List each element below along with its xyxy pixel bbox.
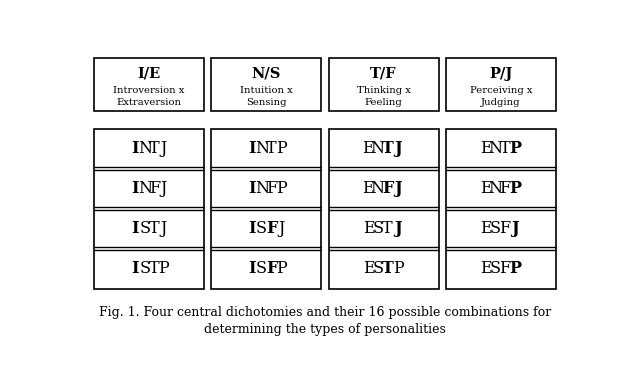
Text: J: J <box>394 180 402 197</box>
Text: J: J <box>160 180 167 197</box>
Text: P: P <box>276 180 287 197</box>
Text: T: T <box>149 140 160 157</box>
Text: E: E <box>481 260 492 277</box>
Bar <box>211 58 321 111</box>
Text: T: T <box>500 140 510 157</box>
Text: Introversion x
Extraversion: Introversion x Extraversion <box>113 86 184 107</box>
Text: P: P <box>158 260 169 277</box>
Text: I: I <box>131 220 139 237</box>
Text: N/S: N/S <box>252 67 281 81</box>
Text: S: S <box>373 260 384 277</box>
Text: J: J <box>278 220 285 237</box>
Text: F: F <box>382 180 393 197</box>
Text: N: N <box>370 140 384 157</box>
Bar <box>446 58 556 111</box>
Text: I: I <box>249 180 256 197</box>
Text: N: N <box>488 140 503 157</box>
Text: Thinking x
Feeling: Thinking x Feeling <box>357 86 411 107</box>
Text: T: T <box>266 140 277 157</box>
Bar <box>446 129 556 288</box>
Text: Perceiving x
Judging: Perceiving x Judging <box>470 86 532 107</box>
Text: T: T <box>382 260 394 277</box>
Text: J: J <box>394 220 401 237</box>
Text: F: F <box>266 220 277 237</box>
Text: E: E <box>481 180 492 197</box>
Text: N: N <box>138 180 152 197</box>
Text: T: T <box>149 260 160 277</box>
Text: Fig. 1. Four central dichotomies and their 16 possible combinations for: Fig. 1. Four central dichotomies and the… <box>99 306 551 319</box>
Text: determining the types of personalities: determining the types of personalities <box>204 323 446 336</box>
Text: F: F <box>266 260 277 277</box>
Text: J: J <box>160 140 167 157</box>
Text: I: I <box>248 220 256 237</box>
Text: N: N <box>370 180 384 197</box>
Text: T/F: T/F <box>370 67 397 81</box>
Text: I: I <box>248 260 256 277</box>
Text: E: E <box>481 220 492 237</box>
Text: I: I <box>249 140 256 157</box>
Text: I: I <box>131 180 139 197</box>
Text: N: N <box>256 140 269 157</box>
Text: S: S <box>139 260 150 277</box>
Text: E: E <box>362 180 374 197</box>
Text: S: S <box>256 260 267 277</box>
Text: N: N <box>256 180 269 197</box>
Text: P: P <box>393 260 404 277</box>
Text: F: F <box>149 180 160 197</box>
Text: E: E <box>481 140 492 157</box>
Text: T: T <box>382 140 393 157</box>
Text: S: S <box>256 220 267 237</box>
Bar <box>328 58 439 111</box>
Text: E: E <box>363 260 375 277</box>
Text: N: N <box>138 140 152 157</box>
Text: P/J: P/J <box>489 67 512 81</box>
Text: P: P <box>276 260 287 277</box>
Text: S: S <box>490 260 501 277</box>
Text: J: J <box>160 220 167 237</box>
Text: S: S <box>490 220 501 237</box>
Text: T: T <box>382 220 393 237</box>
Text: F: F <box>266 180 277 197</box>
Text: S: S <box>139 220 150 237</box>
Bar <box>94 129 204 288</box>
Bar <box>328 129 439 288</box>
Text: T: T <box>149 220 160 237</box>
Text: J: J <box>511 220 519 237</box>
Text: E: E <box>362 140 374 157</box>
Text: Intuition x
Sensing: Intuition x Sensing <box>240 86 293 107</box>
Text: P: P <box>509 140 521 157</box>
Text: S: S <box>373 220 384 237</box>
Text: I: I <box>131 260 139 277</box>
Text: E: E <box>363 220 375 237</box>
Text: F: F <box>499 180 510 197</box>
Text: P: P <box>509 180 521 197</box>
Text: P: P <box>509 260 521 277</box>
Text: F: F <box>499 260 510 277</box>
Text: J: J <box>394 140 402 157</box>
Text: I: I <box>131 140 139 157</box>
Bar <box>211 129 321 288</box>
Text: P: P <box>276 140 287 157</box>
Text: N: N <box>488 180 503 197</box>
Text: I/E: I/E <box>138 67 160 81</box>
Bar <box>94 58 204 111</box>
Text: F: F <box>499 220 510 237</box>
